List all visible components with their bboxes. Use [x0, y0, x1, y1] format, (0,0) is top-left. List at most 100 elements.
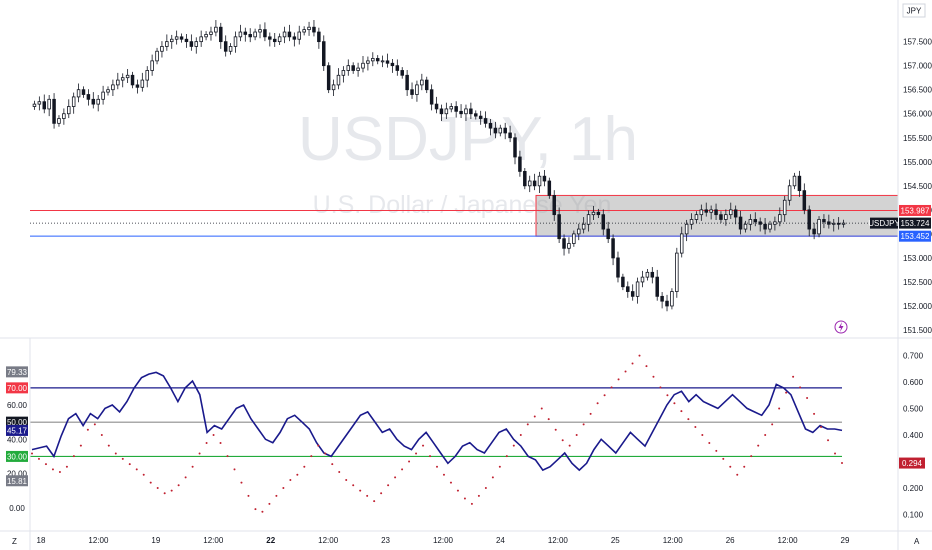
- lightning-icon[interactable]: [834, 320, 848, 334]
- oscillator-dot: [114, 452, 117, 455]
- candle: [488, 119, 493, 136]
- candle: [547, 177, 552, 199]
- oscillator-tick-label: 0.00: [9, 504, 25, 513]
- candle: [429, 84, 434, 111]
- oscillator-tag-label: 45.17: [7, 426, 28, 435]
- oscillator-dot: [394, 476, 397, 479]
- oscillator-dot: [498, 465, 501, 468]
- candle: [817, 216, 821, 238]
- candle: [498, 124, 503, 137]
- oscillator-dot: [722, 457, 725, 460]
- oscillator-dot: [449, 481, 452, 484]
- candle: [748, 214, 753, 231]
- oscillator-dot: [184, 476, 187, 479]
- candle: [248, 28, 252, 43]
- oscillator-dot: [359, 489, 362, 492]
- candle: [219, 22, 223, 49]
- candle: [145, 66, 149, 88]
- auto-scale-icon[interactable]: A: [914, 537, 920, 546]
- candle: [52, 93, 56, 129]
- candle: [356, 62, 360, 77]
- oscillator-tick-label: 20.00: [7, 470, 28, 479]
- candle: [125, 69, 130, 83]
- candle: [523, 168, 527, 190]
- candle: [76, 83, 81, 103]
- oscillator-dot: [100, 434, 103, 436]
- candle: [537, 171, 542, 194]
- oscillator-dot: [708, 441, 711, 444]
- candle: [719, 211, 723, 223]
- candle: [317, 27, 321, 49]
- candle: [474, 110, 478, 120]
- time-tick-label: 22: [266, 536, 275, 545]
- candle: [527, 175, 532, 193]
- candle: [513, 133, 517, 165]
- oscillator-pane[interactable]: [30, 354, 843, 513]
- oscillator-dot: [491, 476, 494, 479]
- oscillator-dot: [226, 455, 229, 458]
- oscillator-dot: [198, 452, 201, 455]
- candle: [635, 277, 640, 304]
- candle: [351, 62, 355, 74]
- oscillator-dot: [338, 471, 341, 474]
- candle: [361, 56, 365, 73]
- candle: [567, 237, 571, 254]
- candle: [709, 205, 713, 220]
- price-tick-label: 155.500: [903, 134, 932, 143]
- oscillator-dot: [603, 394, 606, 397]
- candle: [174, 30, 179, 45]
- oscillator-dot: [771, 423, 774, 426]
- oscillator-dot: [442, 473, 445, 476]
- oscillator-dot: [666, 394, 669, 397]
- candle: [822, 214, 826, 229]
- time-axis[interactable]: 18 12:00 19 12:00 22 12:00 23 12:00 24 12:00 25 12:…: [37, 536, 850, 545]
- candle: [42, 94, 47, 114]
- time-tick-label: 12:00: [318, 536, 339, 545]
- price-tick-label: 157.000: [903, 62, 932, 71]
- oscillator-right-tick: 0.100: [903, 510, 924, 519]
- price-tick-label: 156.000: [903, 110, 932, 119]
- oscillator-dot: [575, 434, 578, 436]
- svg-text:153.452: 153.452: [901, 232, 930, 241]
- candle: [694, 211, 699, 223]
- oscillator-dot: [366, 494, 369, 497]
- price-tick-label: 152.500: [903, 278, 932, 287]
- oscillator-dot: [687, 418, 690, 421]
- candle: [336, 68, 341, 90]
- oscillator-tag-label: 30.00: [7, 452, 28, 461]
- candle: [797, 170, 802, 197]
- time-tick-label: 19: [151, 536, 160, 545]
- oscillator-dot: [408, 460, 411, 463]
- candle: [371, 52, 375, 67]
- oscillator-dot: [512, 444, 515, 447]
- candle: [743, 220, 748, 233]
- candle: [532, 173, 537, 191]
- svg-text:153.724: 153.724: [901, 219, 930, 228]
- zoom-icon[interactable]: Z: [12, 537, 17, 546]
- candle: [478, 110, 483, 125]
- candle: [758, 217, 762, 232]
- price-tick-label: 155.000: [903, 158, 932, 167]
- currency-label: JPY: [907, 7, 922, 16]
- oscillator-dot: [331, 463, 334, 466]
- oscillator-dot: [149, 481, 152, 484]
- candle: [86, 89, 91, 106]
- candle: [96, 94, 100, 112]
- oscillator-dot: [44, 463, 47, 466]
- price-pane[interactable]: [30, 20, 899, 312]
- candle: [287, 24, 292, 42]
- candle: [380, 55, 385, 68]
- price-tick-label: 152.000: [903, 302, 932, 311]
- candle: [439, 104, 444, 121]
- candle: [165, 34, 169, 51]
- oscillator-dot: [610, 386, 613, 389]
- candle: [704, 202, 708, 217]
- oscillator-dot: [589, 412, 592, 415]
- candle: [366, 56, 370, 71]
- oscillator-dot: [142, 473, 145, 476]
- oscillator-dot: [247, 494, 250, 497]
- oscillator-dot: [540, 407, 543, 410]
- oscillator-dot: [554, 428, 557, 431]
- time-tick-label: 12:00: [88, 536, 109, 545]
- candle: [184, 33, 189, 48]
